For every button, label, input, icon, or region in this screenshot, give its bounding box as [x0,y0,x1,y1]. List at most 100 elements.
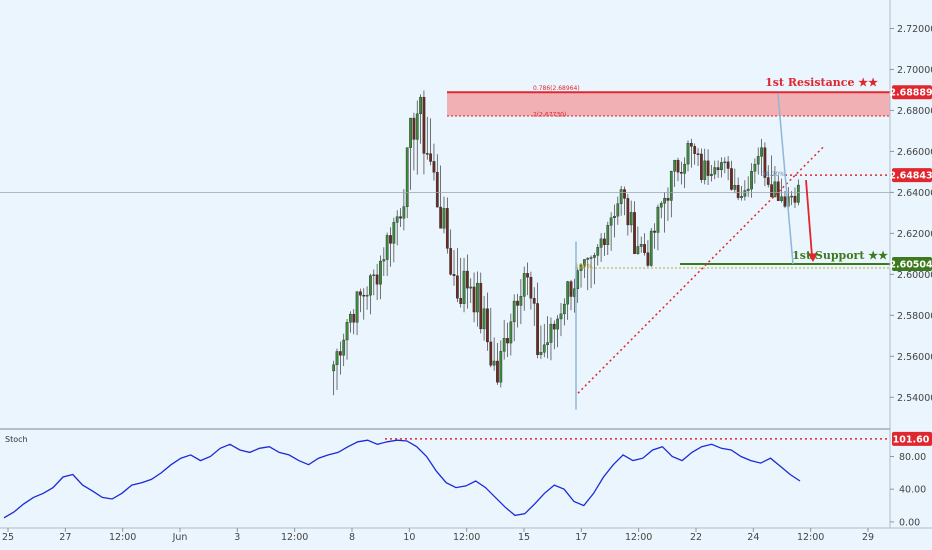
time-axis: 25 27 12:00 Jun 3 12:00 8 10 12:00 15 17 12:00 22 24 1… [2,528,874,543]
candle-body [349,313,352,323]
candle-body [720,162,723,171]
resistance-zone [447,92,890,116]
candle-body [549,323,553,343]
candle-body [489,341,493,366]
candle-body [539,352,543,355]
candle-body [522,273,526,297]
candle-body [773,181,777,198]
candle-body [666,197,670,201]
candle-body [439,206,443,229]
time-tick-label: 17 [575,532,587,543]
candle-body [559,313,563,320]
candle-body [509,321,513,344]
candle-body [519,296,523,306]
candle-body [335,351,339,366]
candle-body [552,323,556,330]
candle-body [780,196,783,201]
candle-body [613,215,616,218]
candle-body [706,160,710,176]
price-tick-label: 2.64000 [897,188,932,199]
projection-arrowhead [808,253,818,263]
time-tick-label: 8 [349,532,355,543]
candle-body [419,96,422,115]
support-price-tag [892,257,932,272]
candle-body [362,294,366,297]
candle-body [636,246,640,255]
candle-body [352,313,356,323]
time-tick-label: 29 [862,532,874,543]
candle-body [536,303,539,355]
candle-body [713,167,717,175]
candle-body [516,300,519,306]
candle-body [342,339,346,356]
time-tick-label: 12:00 [281,532,308,543]
time-tick-label: 22 [690,532,702,543]
candle-body [496,360,499,383]
candle-body [449,248,453,275]
support-label: 1st Support ★★ [792,249,888,262]
time-tick-label: 3 [234,532,240,543]
resistance-price-tag [892,85,932,100]
candle-body [392,222,396,244]
candle-body [589,257,593,259]
candle-body [686,142,690,165]
candle-body [566,281,570,305]
price-tick-label: 2.56000 [897,352,932,363]
price-tick-label: 2.70000 [897,65,932,76]
candle-body [593,255,596,258]
candle-body [402,206,406,219]
candle-body [542,344,546,353]
candle-body [583,259,586,266]
candle-body [369,275,372,296]
candle-body [529,277,533,299]
candle-body [649,230,653,266]
price-axis: 2.54000 2.56000 2.58000 2.60000 2.62000 2.640… [890,24,932,404]
measure-arrow-right [777,93,794,265]
candle-body [395,216,399,223]
candle-body [796,184,800,203]
candle-body [753,163,757,172]
candle-body [626,198,630,226]
oscillator-title: Stoch [5,435,28,444]
fib-382-label: 38.20% [762,171,785,178]
candle-body [499,351,503,383]
candle-body [663,197,666,204]
candle-body [693,146,697,154]
price-tick-label: 2.72000 [897,24,932,35]
candle-body [639,244,643,247]
candle-body [359,291,362,296]
price-tick-label: 2.60000 [897,270,932,281]
candle-body [746,188,750,191]
candle-body [479,282,483,330]
candle-body [743,190,747,197]
candle-body [572,288,576,297]
candle-body [793,195,797,203]
oscillator-tick-label: 40.00 [899,485,926,496]
candles-layer [332,90,800,396]
time-tick-label: 27 [59,532,71,543]
candle-body [492,360,496,366]
time-tick-label: 24 [747,532,759,543]
oscillator-axis: 0.00 40.00 80.00 [890,452,926,528]
candle-body [546,342,549,346]
candle-body [469,286,473,289]
time-tick-label: 12:00 [625,532,652,543]
fib-100-label: 100% [575,263,592,270]
candle-body [700,153,703,180]
candle-body [770,184,773,198]
candle-body [783,196,787,207]
candle-body [466,270,469,289]
candle-body [569,281,573,297]
candle-body [623,189,626,199]
candle-body [756,156,760,165]
ascending-trendline [577,144,826,394]
time-tick-label: 12:00 [797,532,824,543]
candle-body [736,185,740,198]
candle-body [482,308,486,330]
candle-body [422,96,426,154]
pivot-price-tag [892,168,932,183]
candle-body [659,203,663,208]
candle-body [472,286,476,313]
pivot-price-tag-text: 2.64843 [889,171,932,182]
